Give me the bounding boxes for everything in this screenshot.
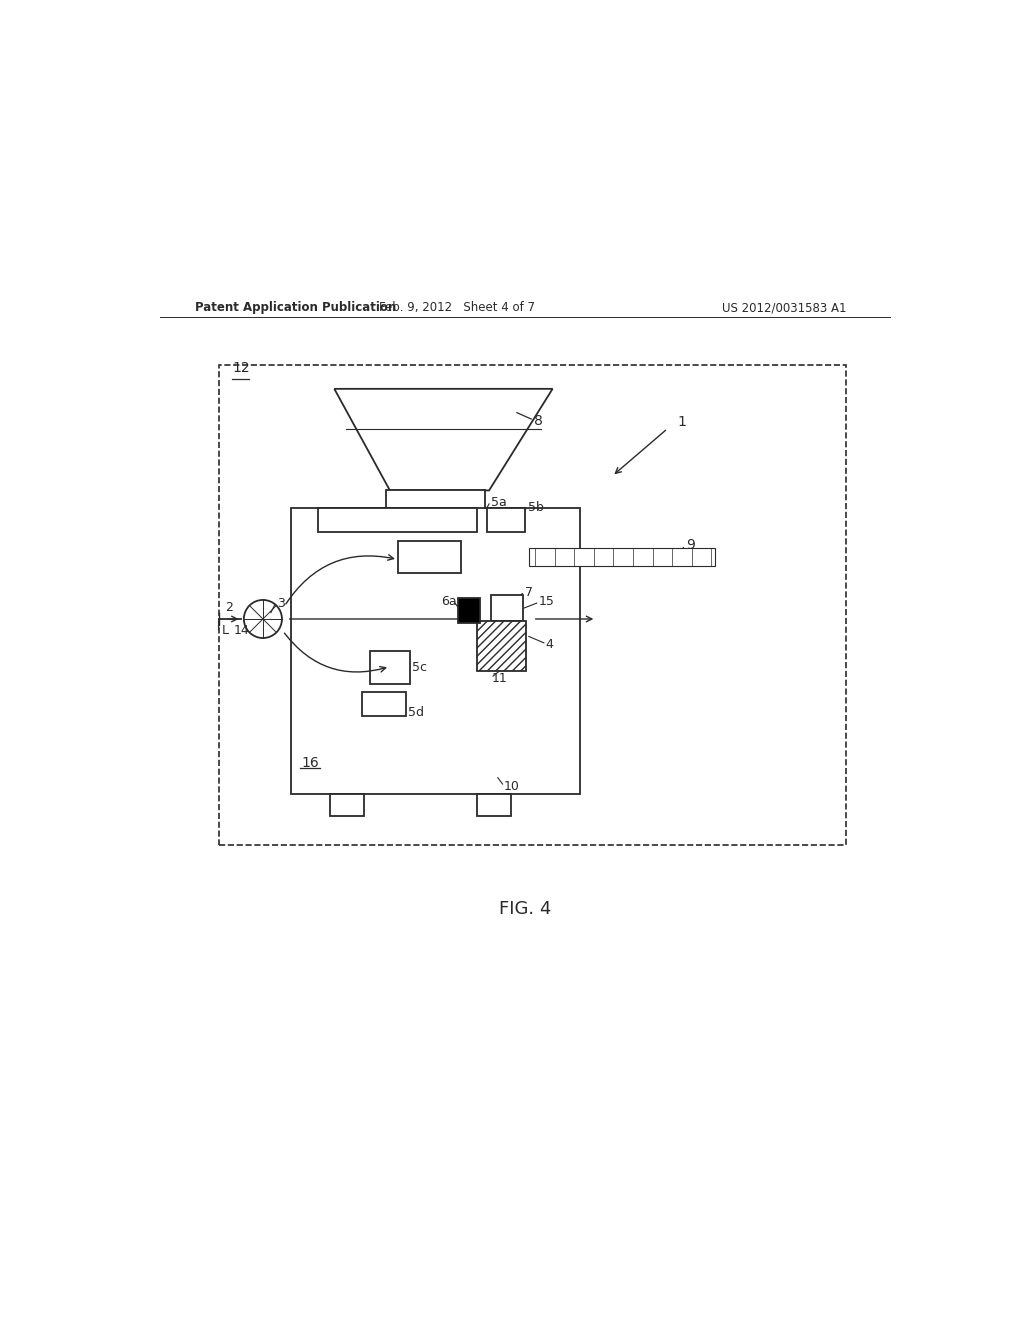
Text: 16: 16	[301, 756, 318, 771]
Text: 5b: 5b	[528, 502, 544, 515]
Text: 11: 11	[492, 672, 507, 685]
Bar	[397, 541, 461, 573]
Text: 8: 8	[535, 413, 543, 428]
Bar	[362, 692, 406, 715]
Bar	[386, 491, 485, 520]
Text: 10: 10	[504, 780, 520, 793]
Text: Feb. 9, 2012   Sheet 4 of 7: Feb. 9, 2012 Sheet 4 of 7	[379, 301, 536, 314]
Bar	[318, 508, 477, 532]
Text: 2: 2	[225, 602, 232, 614]
Text: 3: 3	[278, 597, 285, 610]
Text: 6a: 6a	[441, 595, 457, 609]
Bar	[486, 508, 524, 532]
Bar	[528, 548, 715, 566]
Bar	[477, 620, 526, 671]
Text: US 2012/0031583 A1: US 2012/0031583 A1	[722, 301, 846, 314]
Bar	[458, 598, 480, 623]
Bar	[331, 793, 364, 816]
Text: 14: 14	[233, 623, 249, 636]
Text: 12: 12	[232, 362, 251, 375]
Text: FIG. 4: FIG. 4	[499, 900, 551, 917]
Bar	[477, 793, 511, 816]
Text: Patent Application Publication: Patent Application Publication	[196, 301, 396, 314]
Bar	[370, 651, 410, 684]
Text: 5c: 5c	[412, 661, 427, 675]
Text: 1: 1	[677, 416, 686, 429]
Text: 7: 7	[524, 586, 532, 598]
Text: 15: 15	[539, 595, 555, 609]
Text: 5d: 5d	[409, 706, 424, 719]
Text: 9: 9	[686, 539, 694, 552]
Text: L: L	[221, 623, 228, 636]
Text: 4: 4	[546, 638, 553, 651]
Bar	[291, 508, 581, 793]
Bar	[492, 595, 523, 620]
Bar	[219, 366, 846, 845]
Text: 5a: 5a	[492, 496, 507, 508]
